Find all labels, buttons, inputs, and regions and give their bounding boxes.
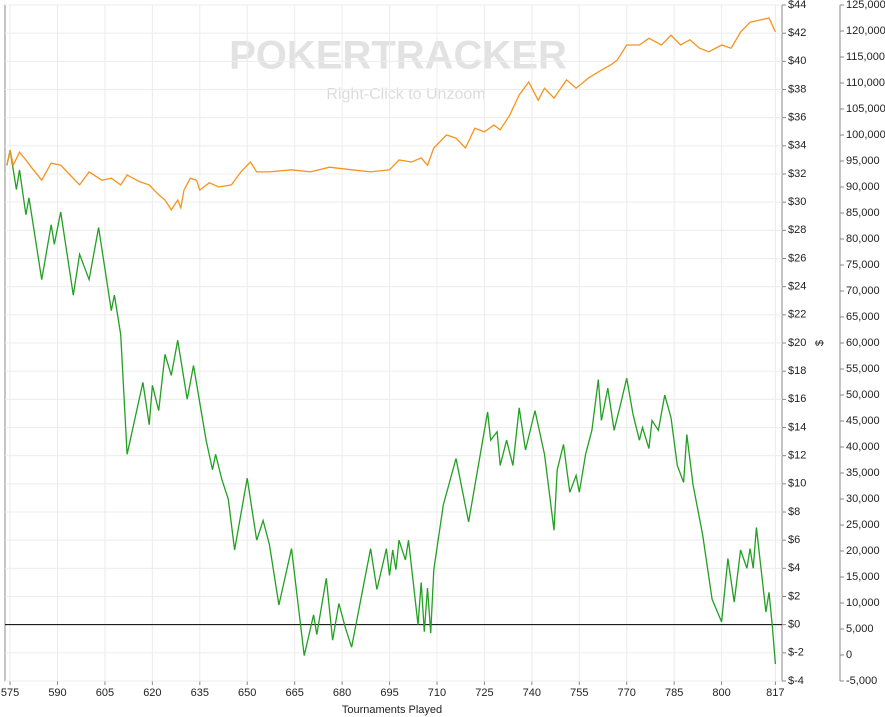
y-tick-label: $32 — [788, 168, 806, 180]
y2-tick-label: 65,000 — [846, 311, 880, 323]
y2-tick-label: 85,000 — [846, 207, 880, 219]
watermark: POKERTRACKER — [229, 34, 567, 78]
y2-tick-label: 95,000 — [846, 155, 880, 167]
y2-tick-label: 5,000 — [846, 623, 874, 635]
y2-tick-label: 35,000 — [846, 467, 880, 479]
y-axis-label: $ — [814, 340, 826, 346]
y-tick-label: $0 — [788, 619, 800, 631]
x-tick-label: 817 — [766, 687, 784, 699]
x-tick-label: 635 — [191, 687, 209, 699]
x-tick-label: 620 — [143, 687, 161, 699]
y-tick-label: $18 — [788, 365, 806, 377]
x-tick-label: 605 — [96, 687, 114, 699]
y-tick-label: $20 — [788, 337, 806, 349]
y-tick-label: $8 — [788, 506, 800, 518]
watermark-hint[interactable]: Right-Click to Unzoom — [326, 86, 485, 103]
y2-tick-label: 15,000 — [846, 571, 880, 583]
x-tick-label: 710 — [428, 687, 446, 699]
x-tick-label: 590 — [48, 687, 66, 699]
y-tick-label: $4 — [788, 562, 800, 574]
x-tick-label: 755 — [570, 687, 588, 699]
x-tick-label: 800 — [712, 687, 730, 699]
y2-tick-label: 55,000 — [846, 363, 880, 375]
y-tick-label: $28 — [788, 224, 806, 236]
y2-tick-label: 115,000 — [846, 51, 885, 63]
x-tick-label: 725 — [475, 687, 493, 699]
y-tick-label: $36 — [788, 112, 806, 124]
y2-tick-label: 80,000 — [846, 233, 880, 245]
y-tick-label: $6 — [788, 534, 800, 546]
y-tick-label: $22 — [788, 309, 806, 321]
y2-tick-label: 105,000 — [846, 103, 885, 115]
y2-tick-label: 10,000 — [846, 597, 880, 609]
x-tick-label: 575 — [1, 687, 19, 699]
y2-tick-label: 40,000 — [846, 441, 880, 453]
y-tick-label: $40 — [788, 55, 806, 67]
x-tick-label: 740 — [523, 687, 541, 699]
x-tick-label: 695 — [380, 687, 398, 699]
y2-tick-label: 30,000 — [846, 493, 880, 505]
y-tick-label: $-2 — [788, 647, 804, 659]
y2-tick-label: -5,000 — [846, 675, 877, 687]
x-tick-label: 650 — [238, 687, 256, 699]
y-tick-label: $16 — [788, 393, 806, 405]
y2-tick-label: 70,000 — [846, 285, 880, 297]
y2-tick-label: 90,000 — [846, 181, 880, 193]
y-tick-label: $44 — [788, 0, 806, 11]
y2-tick-label: 120,000 — [846, 25, 885, 37]
x-tick-label: 680 — [333, 687, 351, 699]
y2-tick-label: 0 — [846, 649, 852, 661]
y-tick-label: $34 — [788, 140, 806, 152]
y2-tick-label: 20,000 — [846, 545, 880, 557]
y2-tick-label: 100,000 — [846, 129, 885, 141]
y-tick-label: $-4 — [788, 675, 804, 687]
series-line — [6, 17, 776, 212]
y2-tick-label: 110,000 — [846, 77, 885, 89]
y-tick-label: $12 — [788, 450, 806, 462]
x-tick-label: 785 — [665, 687, 683, 699]
y-tick-label: $2 — [788, 590, 800, 602]
y-tick-label: $42 — [788, 27, 806, 39]
y-tick-label: $24 — [788, 281, 806, 293]
y-tick-label: $26 — [788, 252, 806, 264]
y-tick-label: $38 — [788, 83, 806, 95]
y2-tick-label: 45,000 — [846, 415, 880, 427]
y2-tick-label: 60,000 — [846, 337, 880, 349]
x-axis-label: Tournaments Played — [342, 704, 442, 716]
y-tick-label: $10 — [788, 478, 806, 490]
y2-tick-label: 75,000 — [846, 259, 880, 271]
y-tick-label: $30 — [788, 196, 806, 208]
x-tick-label: 770 — [618, 687, 636, 699]
y2-tick-label: 25,000 — [846, 519, 880, 531]
y2-tick-label: 50,000 — [846, 389, 880, 401]
x-tick-label: 665 — [285, 687, 303, 699]
series-line — [6, 149, 777, 665]
y2-tick-label: 125,000 — [846, 0, 885, 11]
y-tick-label: $14 — [788, 421, 806, 433]
